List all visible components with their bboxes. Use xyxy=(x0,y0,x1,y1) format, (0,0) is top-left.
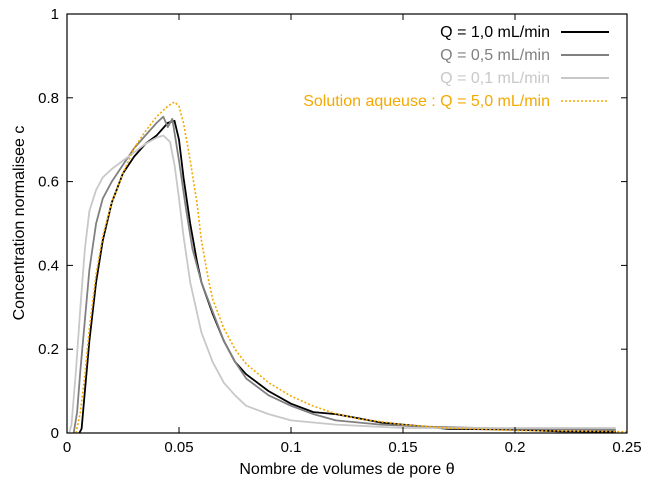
y-axis-label: Concentration normalisee c xyxy=(11,126,28,321)
series-line-4 xyxy=(75,101,628,434)
plot-area xyxy=(67,14,627,433)
y-tick-label: 0.8 xyxy=(38,90,59,107)
legend-label-2: Q = 0,5 mL/min xyxy=(440,47,550,64)
axes-group: 0 0.05 0.1 0.15 0.2 0.25 0 0.2 0.4 0.6 0.8 1 xyxy=(38,6,641,456)
legend: Q = 1,0 mL/min Q = 0,5 mL/min Q = 0,1 mL/m… xyxy=(303,24,609,110)
legend-label-3: Q = 0,1 mL/min xyxy=(440,70,550,87)
y-tick-label: 0.2 xyxy=(38,341,59,358)
x-tick-label: 0.2 xyxy=(505,439,526,456)
series-line-2 xyxy=(72,115,616,434)
x-tick-label: 0 xyxy=(63,439,71,456)
y-tick-label: 0.6 xyxy=(38,174,59,191)
x-tick-label: 0.15 xyxy=(388,439,417,456)
legend-label-4: Solution aqueuse : Q = 5,0 mL/min xyxy=(303,93,550,110)
y-tick-label: 0.4 xyxy=(38,257,59,274)
x-axis-label: Nombre de volumes de pore θ xyxy=(239,461,454,478)
x-tick-label: 0.05 xyxy=(164,439,193,456)
series-line-3 xyxy=(68,134,616,434)
x-tick-label: 0.1 xyxy=(281,439,302,456)
y-tick-label: 1 xyxy=(51,6,59,23)
y-tick-label: 0 xyxy=(51,425,59,442)
x-tick-label: 0.25 xyxy=(612,439,641,456)
plot-frame xyxy=(66,13,628,434)
series-line-1 xyxy=(78,119,616,434)
series-group xyxy=(68,101,628,434)
legend-label-1: Q = 1,0 mL/min xyxy=(440,24,550,41)
